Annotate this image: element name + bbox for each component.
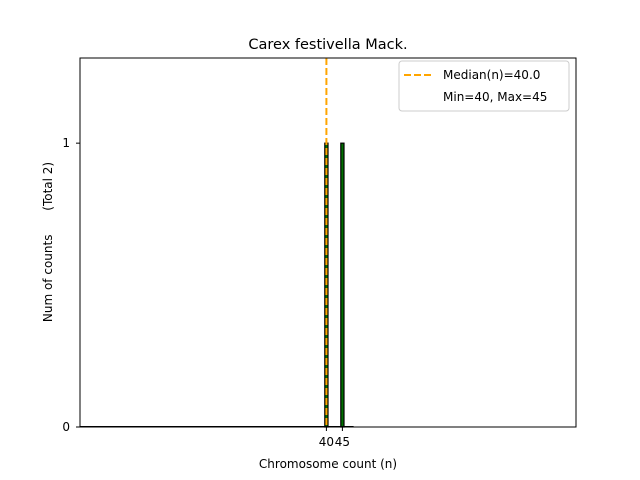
y-axis-label-total: (Total 2) <box>41 162 55 211</box>
y-axis-ticks: 01 <box>62 136 80 434</box>
axes-frame <box>79 57 577 428</box>
chart-title: Carex festivella Mack. <box>248 37 407 53</box>
plot-area <box>79 57 577 428</box>
x-axis-label: Chromosome count (n) <box>259 457 397 471</box>
legend-box <box>398 60 570 112</box>
x-tick-label-45: 45 <box>335 435 350 449</box>
y-axis-label-main: Num of counts <box>41 235 55 323</box>
bar-45 <box>340 142 345 428</box>
y-tick-label-1: 1 <box>62 136 70 150</box>
legend-median-label: Median(n)=40.0 <box>443 68 540 82</box>
y-tick-label-0: 0 <box>62 420 70 434</box>
legend: Median(n)=40.0 Min=40, Max=45 <box>398 60 570 112</box>
x-tick-label-40: 40 <box>319 435 334 449</box>
x-axis-ticks: 40 45 <box>319 427 350 449</box>
y-axis-label: Num of counts (Total 2) <box>41 162 55 322</box>
legend-range-label: Min=40, Max=45 <box>443 90 547 104</box>
